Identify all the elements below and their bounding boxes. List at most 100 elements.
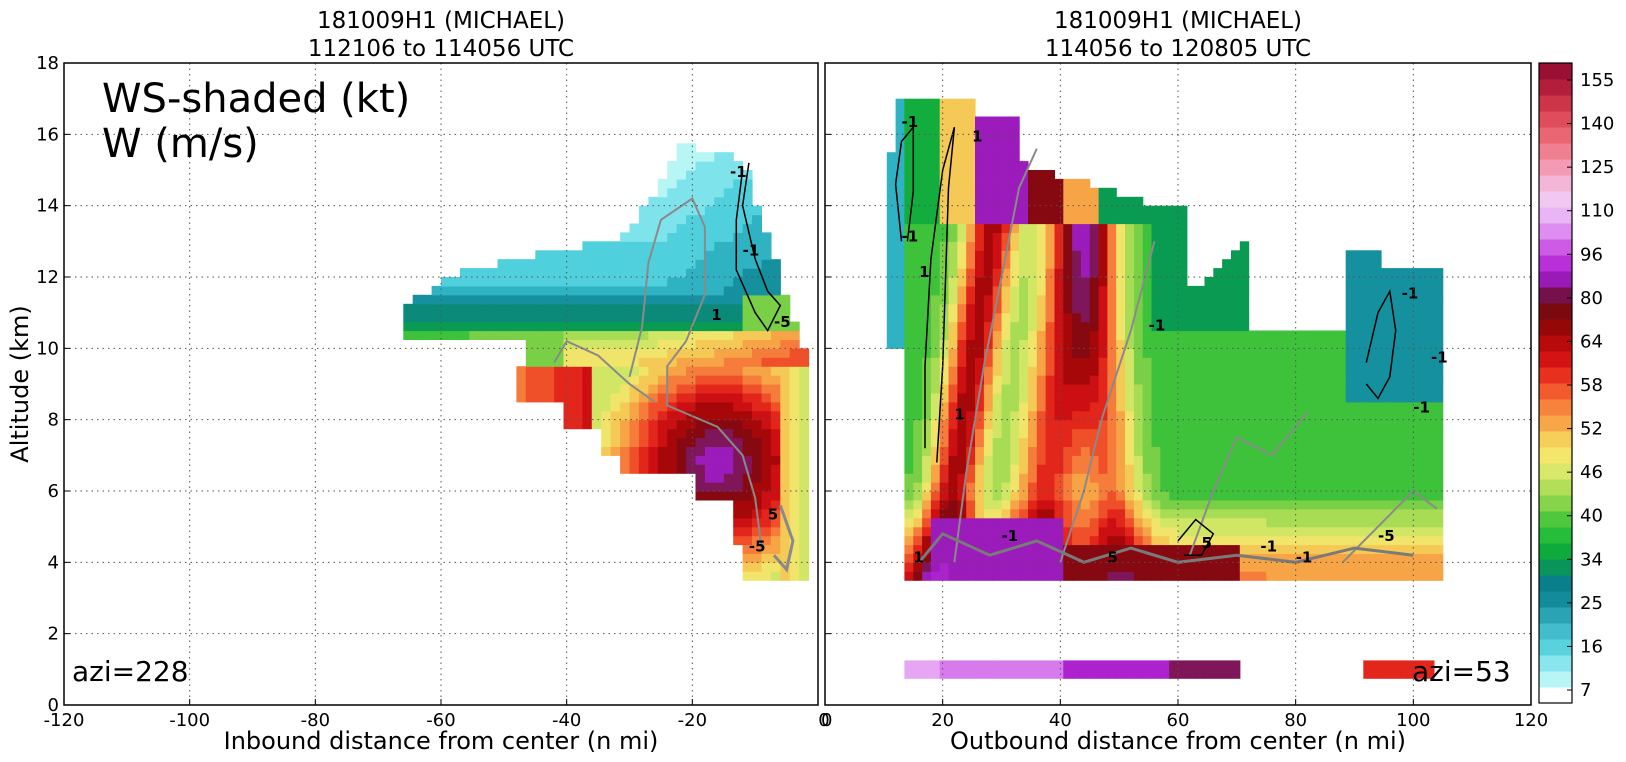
right-cell (1425, 446, 1435, 456)
right-cell (1116, 285, 1126, 296)
right-cell (922, 196, 932, 207)
left-cell (799, 446, 810, 456)
right-cell (1354, 366, 1364, 376)
left-cell (525, 303, 536, 314)
right-cell (1257, 544, 1267, 554)
right-cell (1407, 294, 1417, 305)
right-cell (1186, 482, 1197, 492)
right-cell (1301, 508, 1311, 519)
right-cell (992, 544, 1003, 554)
right-cell (1036, 214, 1047, 225)
right-cell (1283, 419, 1294, 430)
right-cell (1257, 437, 1267, 447)
right-cell (1036, 348, 1047, 358)
right-cell (1142, 303, 1153, 314)
right-cell (1275, 428, 1285, 439)
right-cell (1195, 410, 1206, 421)
left-cell (422, 294, 433, 305)
left-cell (742, 455, 753, 465)
right-cell (1195, 384, 1206, 394)
left-cell (676, 178, 687, 189)
left-cell (516, 294, 527, 305)
right-cell (1019, 303, 1029, 314)
right-cell (957, 223, 967, 233)
left-cell (770, 499, 781, 510)
right-cell (1398, 499, 1408, 510)
right-cell (1195, 669, 1206, 679)
right-cell (1116, 669, 1126, 679)
right-cell (1354, 419, 1364, 430)
right-cell (1231, 321, 1241, 332)
right-cell (1283, 491, 1294, 501)
right-cell (1063, 232, 1073, 242)
left-cell (620, 366, 631, 376)
right-cell (1036, 259, 1047, 269)
right-cell (983, 303, 994, 314)
left-cell (733, 178, 744, 189)
right-cell (1036, 660, 1047, 670)
left-cell (752, 410, 762, 421)
right-cell (1433, 330, 1444, 340)
right-cell (957, 669, 967, 679)
right-cell (983, 259, 994, 269)
right-cell (1381, 455, 1391, 465)
left-cell (742, 187, 753, 198)
right-cell (1080, 392, 1091, 403)
left-cell (657, 330, 668, 340)
left-cell (563, 285, 574, 296)
left-cell (770, 544, 781, 554)
right-cell (904, 330, 914, 340)
right-cell (1036, 508, 1047, 519)
right-cell (886, 277, 897, 287)
right-cell (913, 107, 923, 118)
right-cell (886, 250, 897, 260)
right-cell (1133, 268, 1144, 278)
right-cell (1089, 366, 1100, 376)
left-cell (629, 366, 640, 376)
right-cell (1336, 348, 1347, 358)
right-cell (1354, 517, 1364, 528)
left-cell (497, 312, 508, 323)
right-cell (1080, 303, 1091, 314)
right-cell (1054, 241, 1064, 251)
right-cell (1169, 285, 1179, 296)
left-cell (667, 232, 678, 242)
right-cell (975, 553, 985, 563)
right-cell (1125, 446, 1135, 456)
right-cell (1010, 464, 1020, 474)
right-cell (1036, 196, 1047, 207)
right-cell (1142, 455, 1153, 465)
left-cell (733, 321, 744, 332)
right-cell (1222, 446, 1232, 456)
left-cell (535, 303, 546, 314)
right-cell (1292, 526, 1303, 537)
right-cell (1239, 312, 1250, 323)
right-cell (1319, 384, 1329, 394)
right-cell (1213, 268, 1223, 278)
right-cell (966, 419, 976, 430)
left-cell (676, 268, 687, 278)
right-cell (992, 357, 1003, 367)
right-cell (1160, 517, 1170, 528)
right-cell (1345, 535, 1356, 546)
right-cell (1275, 446, 1285, 456)
left-cell (714, 303, 725, 314)
right-cell (1160, 544, 1170, 554)
left-cell (742, 348, 753, 358)
right-cell (1204, 348, 1214, 358)
left-cell (770, 455, 781, 465)
right-cell (957, 134, 967, 144)
right-cell (1019, 428, 1029, 439)
left-cell (667, 428, 678, 439)
right-cell (1107, 294, 1117, 305)
right-cell (992, 384, 1003, 394)
right-cell (1169, 535, 1179, 546)
right-cell (1063, 196, 1073, 207)
right-cell (1389, 517, 1400, 528)
right-cell (1036, 517, 1047, 528)
right-cell (992, 491, 1003, 501)
right-cell (913, 294, 923, 305)
right-cell (1107, 419, 1117, 430)
right-cell (1292, 384, 1303, 394)
left-cell (573, 250, 583, 260)
